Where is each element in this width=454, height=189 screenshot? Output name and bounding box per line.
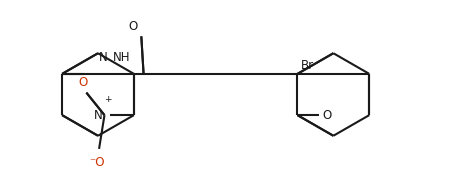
Text: NH: NH	[113, 51, 131, 64]
Text: ⁻O: ⁻O	[89, 156, 105, 169]
Text: +: +	[104, 95, 112, 104]
Text: O: O	[78, 76, 87, 89]
Text: N: N	[94, 109, 103, 122]
Text: O: O	[322, 109, 331, 122]
Text: O: O	[128, 20, 138, 33]
Text: Br: Br	[301, 59, 314, 72]
Text: N: N	[99, 51, 107, 64]
